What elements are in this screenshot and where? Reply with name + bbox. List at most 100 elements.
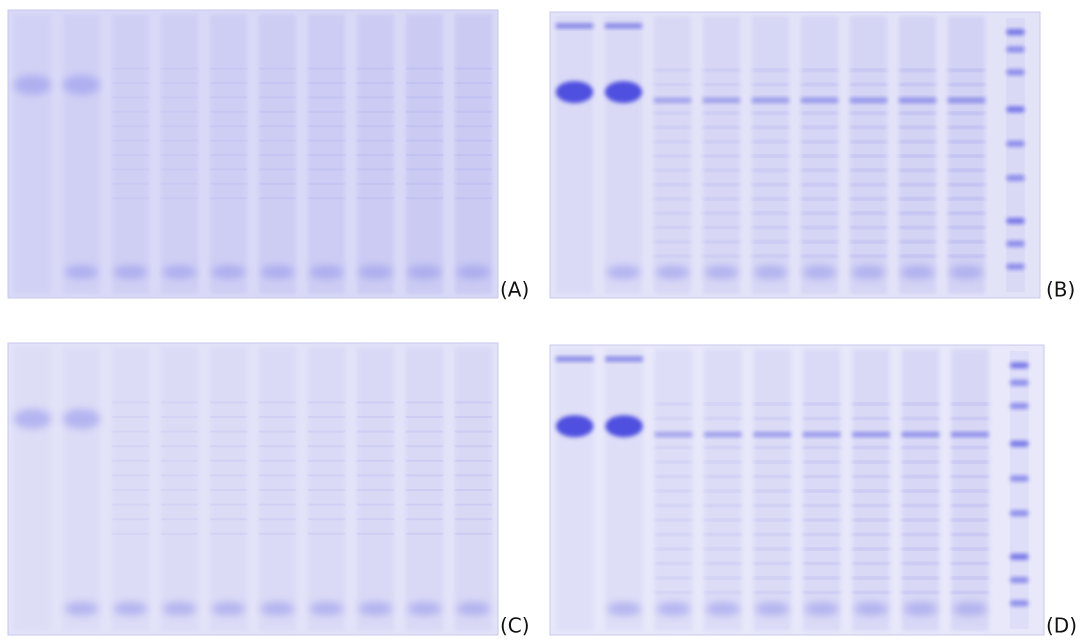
lane (356, 347, 395, 631)
band (898, 126, 937, 129)
lane (111, 347, 150, 631)
dye-front (456, 265, 491, 280)
band (753, 432, 792, 437)
band (454, 503, 493, 506)
band (209, 503, 248, 506)
band (160, 489, 199, 491)
band (751, 226, 790, 229)
band (898, 226, 937, 229)
band (947, 255, 986, 258)
band (356, 401, 395, 404)
band (356, 430, 395, 433)
band (702, 69, 741, 72)
band (653, 226, 692, 229)
band (753, 504, 792, 507)
lane (307, 14, 346, 294)
gel (7, 9, 499, 299)
band (947, 155, 986, 157)
lane (160, 347, 199, 631)
band (653, 83, 692, 86)
band (849, 226, 888, 229)
band (653, 126, 692, 129)
band (111, 503, 150, 506)
band (160, 168, 199, 171)
marker-band (1009, 379, 1029, 386)
band (852, 591, 890, 594)
band (849, 197, 888, 200)
band (405, 416, 444, 418)
band (802, 403, 841, 405)
marker-band (1009, 440, 1029, 447)
band (13, 74, 52, 95)
band (702, 140, 741, 143)
lane (604, 16, 643, 294)
band (951, 548, 989, 550)
band (702, 255, 741, 258)
band (802, 562, 841, 565)
band (751, 240, 790, 243)
band (258, 430, 297, 433)
band (802, 548, 841, 550)
lane (307, 347, 346, 631)
band (951, 577, 989, 579)
band (753, 577, 792, 579)
band (802, 475, 841, 478)
band (209, 445, 248, 448)
marker-band (1006, 29, 1025, 36)
band (405, 182, 444, 185)
band (751, 140, 790, 143)
band (111, 125, 150, 128)
band (160, 110, 199, 113)
dye-front (309, 601, 344, 616)
band (209, 168, 248, 171)
gel (549, 344, 1045, 636)
band (111, 474, 150, 477)
band (653, 155, 692, 157)
band (454, 474, 493, 477)
dye-front (903, 601, 938, 616)
band (111, 182, 150, 185)
band (704, 548, 742, 550)
lane (356, 14, 395, 294)
dye-front (802, 265, 837, 280)
band (654, 490, 693, 492)
band (654, 591, 693, 594)
band (454, 459, 493, 462)
band (454, 154, 493, 156)
dye-front (755, 601, 790, 616)
band (356, 197, 395, 200)
lane (555, 349, 594, 631)
band (901, 461, 940, 463)
band (654, 548, 693, 550)
band (947, 169, 986, 172)
band (111, 154, 150, 156)
dye-front (407, 265, 442, 280)
band (405, 67, 444, 70)
band (555, 356, 594, 362)
band (405, 82, 444, 84)
lane (62, 14, 101, 294)
band (356, 96, 395, 99)
band (702, 212, 741, 215)
band (947, 97, 986, 103)
band (800, 112, 839, 115)
band (802, 417, 841, 420)
band (704, 446, 742, 449)
band (753, 475, 792, 478)
band (111, 82, 150, 84)
band (258, 445, 297, 448)
band (702, 112, 741, 115)
marker-band (1006, 263, 1025, 270)
band (702, 226, 741, 229)
band (111, 96, 150, 99)
band (654, 475, 693, 478)
band (901, 403, 940, 405)
dye-front (64, 265, 99, 280)
band (702, 197, 741, 200)
band (901, 519, 940, 521)
lane (209, 14, 248, 294)
band (307, 125, 346, 128)
band (258, 503, 297, 506)
band (258, 82, 297, 84)
band (901, 475, 940, 478)
